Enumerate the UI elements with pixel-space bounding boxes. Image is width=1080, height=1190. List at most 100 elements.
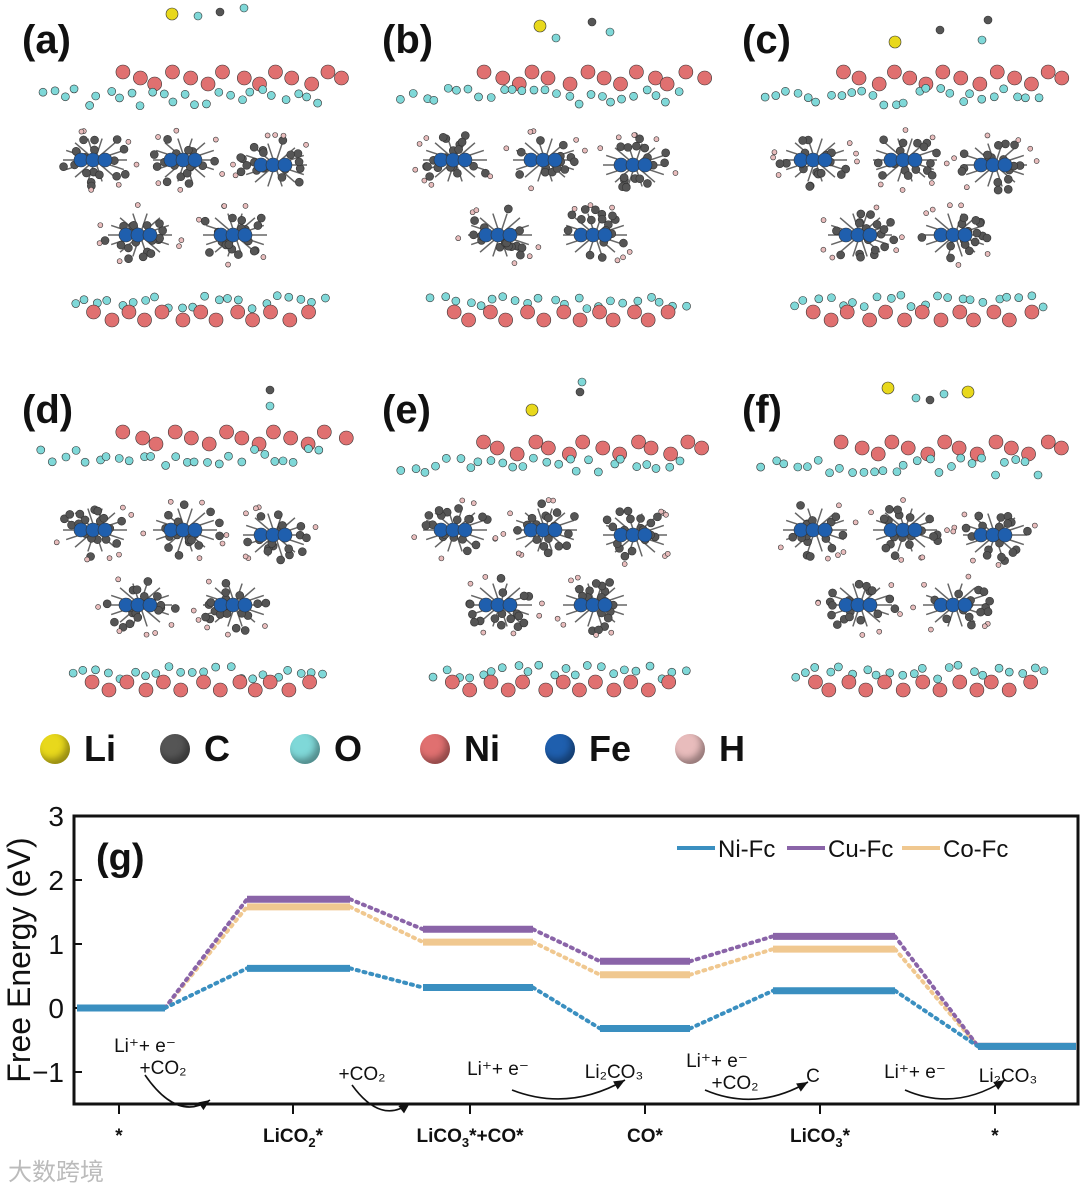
o-atom — [91, 665, 100, 675]
o-atom — [1002, 292, 1011, 302]
h-atom — [223, 532, 230, 538]
c-atom — [532, 535, 542, 544]
o-atom — [887, 294, 896, 303]
legend-label: Fe — [589, 728, 632, 769]
h-atom — [929, 180, 935, 186]
c-atom — [845, 612, 854, 622]
ni-atom — [663, 446, 678, 462]
o-atom — [943, 293, 952, 302]
y-tick-label: −1 — [32, 1057, 64, 1088]
o-atom — [953, 660, 963, 670]
h-atom — [120, 504, 126, 511]
c-atom — [854, 579, 864, 589]
fe-atom — [142, 597, 158, 613]
ni-atom — [862, 312, 877, 328]
o-atom — [442, 665, 452, 675]
c-atom — [563, 226, 573, 235]
c-atom — [539, 542, 549, 551]
h-atom — [1015, 137, 1022, 143]
c-atom — [554, 541, 564, 551]
ni-atom — [184, 430, 199, 446]
c-atom — [562, 541, 572, 550]
c-atom — [983, 15, 993, 25]
c-atom — [222, 609, 232, 618]
c-atom — [90, 145, 99, 155]
ni-atom — [932, 682, 948, 698]
c-atom — [119, 144, 129, 154]
c-atom — [886, 218, 895, 227]
h-atom — [510, 630, 517, 637]
c-atom — [635, 134, 644, 144]
h-atom — [1027, 145, 1034, 152]
o-atom — [202, 99, 211, 109]
h-atom — [221, 203, 228, 209]
o-atom — [36, 445, 46, 455]
ni-atom — [446, 304, 462, 320]
c-atom — [873, 609, 883, 619]
c-atom — [468, 610, 477, 619]
o-atom — [661, 97, 670, 107]
connector-cu-fc — [893, 934, 980, 1049]
o-atom — [284, 292, 294, 302]
c-atom — [80, 515, 90, 525]
o-atom — [978, 298, 988, 307]
x-tick-label: * — [991, 1126, 999, 1147]
arrow-head-icon — [613, 1080, 625, 1090]
c-atom — [90, 135, 99, 145]
o-atom — [574, 99, 584, 109]
c-atom — [171, 604, 180, 613]
ni-atom — [641, 682, 656, 698]
ni-atom — [121, 304, 137, 320]
ni-atom — [839, 304, 855, 320]
ni-atom — [952, 674, 968, 690]
o-atom — [507, 85, 517, 94]
o-atom — [958, 294, 968, 304]
h-atom — [178, 237, 185, 243]
c-atom — [828, 588, 837, 598]
c-atom — [585, 250, 595, 260]
c-atom — [1003, 519, 1013, 528]
o-atom — [486, 667, 496, 676]
o-atom — [791, 672, 801, 682]
c-atom — [661, 148, 670, 158]
connector-co-fc — [348, 904, 425, 945]
o-atom — [945, 88, 955, 98]
o-atom — [68, 668, 78, 678]
o-atom — [863, 665, 873, 675]
o-atom — [1004, 667, 1014, 677]
o-atom — [917, 663, 927, 673]
o-atom — [141, 671, 150, 681]
h-atom — [412, 166, 419, 173]
o-atom — [1027, 291, 1037, 301]
h-atom — [195, 617, 202, 623]
h-atom — [134, 202, 141, 208]
o-atom — [151, 669, 161, 678]
c-atom — [890, 551, 900, 561]
c-atom — [478, 512, 487, 522]
arrow-head-icon — [398, 1103, 410, 1114]
ni-atom — [283, 430, 298, 446]
ni-atom — [165, 64, 180, 80]
c-atom — [110, 617, 119, 627]
o-atom — [473, 457, 483, 467]
o-atom — [827, 293, 836, 303]
c-atom — [1008, 548, 1018, 557]
h-atom — [965, 573, 972, 580]
h-atom — [206, 578, 212, 585]
o-atom — [127, 88, 137, 98]
li-atom — [888, 35, 902, 49]
o-atom — [178, 303, 187, 313]
o-atom — [420, 468, 430, 477]
o-atom — [1038, 302, 1048, 312]
c-atom — [75, 509, 85, 519]
fe-atom — [597, 227, 613, 243]
o-atom — [141, 296, 150, 305]
ni-atom — [627, 304, 642, 320]
y-tick-label: 3 — [48, 801, 64, 832]
c-atom — [515, 170, 524, 179]
ni-atom — [870, 446, 886, 462]
c-atom — [513, 526, 522, 535]
c-atom — [972, 228, 982, 238]
o-atom — [258, 85, 268, 94]
ni-atom — [640, 312, 656, 328]
